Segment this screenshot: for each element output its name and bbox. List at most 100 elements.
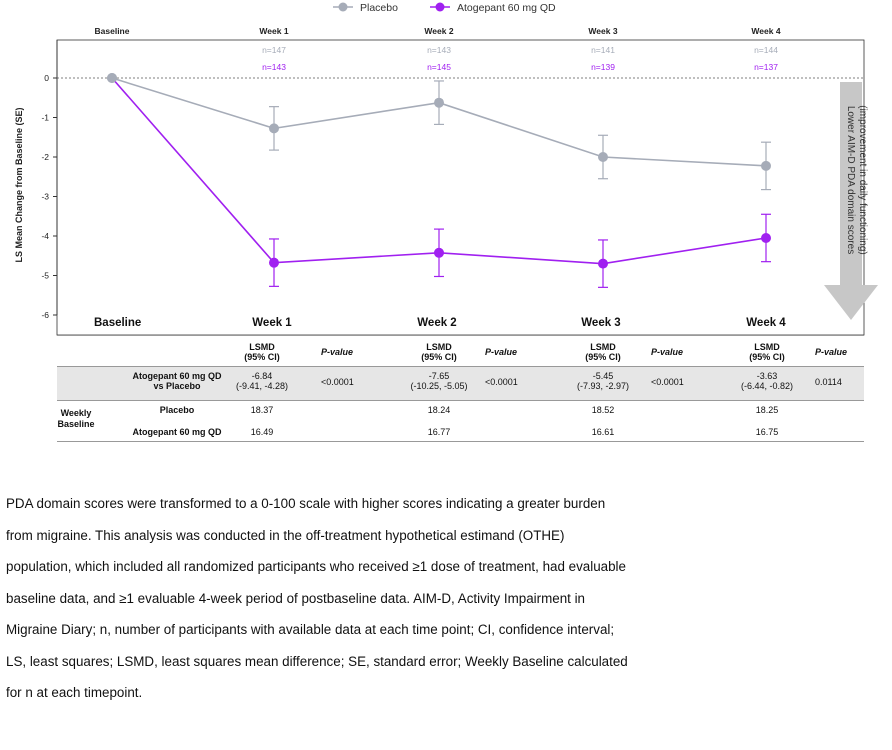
figure-caption: PDA domain scores were transformed to a … [6,488,866,709]
table-header-week3: Week 3 [581,317,621,329]
improvement-arrow-shape [824,82,878,320]
caption-line-7: for n at each timepoint. [6,685,143,700]
lsmd-header-w4-l1: LSMD [754,342,780,352]
lsmd-w2-value: -7.65 [428,371,450,381]
lsmd-header-w2-l1: LSMD [426,342,452,352]
lsmd-w3: -5.45 (-7.93, -2.97) [569,371,637,391]
arrow-annotation-line2: (improvement in daily functioning) [857,105,868,255]
n-label-s0-3: n=141 [591,45,615,55]
lsmd-header-w2: LSMD (95% CI) [409,342,469,362]
atogepant-baseline-w4: 16.75 [755,427,779,437]
y-tick-label-0: 0 [44,73,49,83]
table-divider-top [57,335,864,336]
lsmd-header-w3-l2: (95% CI) [585,352,621,362]
lsmd-header-w1: LSMD (95% CI) [232,342,292,362]
caption-line-4: baseline data, and ≥1 evaluable 4-week p… [6,590,586,606]
placebo-baseline-w3: 18.52 [591,405,615,415]
n-label-s0-2: n=143 [427,45,451,55]
n-label-s0-1: n=147 [262,45,286,55]
caption-line-2: from migraine. This analysis was conduct… [6,527,565,543]
n-label-s1-2: n=145 [427,62,451,72]
weekly-baseline-label: Weekly Baseline [46,408,106,430]
lsmd-w1-ci: (-9.41, -4.28) [235,381,289,391]
table-divider-shade-top [57,366,864,367]
lsmd-header-w4: LSMD (95% CI) [737,342,797,362]
timepoint-label-0: Baseline [95,26,130,36]
series-layer [107,73,771,288]
table-header-baseline: Baseline [94,317,142,329]
lsmd-w1-value: -6.84 [251,371,273,381]
y-tick-label-1: -1 [41,113,49,123]
plot-frame [56,39,865,336]
lsmd-w4: -3.63 (-6.44, -0.82) [733,371,801,391]
table-header-week2: Week 2 [417,317,457,329]
lsmd-w3-value: -5.45 [592,371,614,381]
atogepant-baseline-w3: 16.61 [591,427,615,437]
pvalue-w2: <0.0001 [485,377,518,387]
caption-line-1: PDA domain scores were transformed to a … [6,496,606,511]
lsmd-header-w1-l1: LSMD [249,342,275,352]
lsmd-w4-ci: (-6.44, -0.82) [740,381,794,391]
point-s0-3 [598,152,608,162]
pvalue-header-w4: P-value [815,347,848,357]
lsmd-header-w4-l2: (95% CI) [749,352,785,362]
n-label-s1-4: n=137 [754,62,778,72]
point-s1-0 [107,73,117,83]
n-label-s1-1: n=143 [262,62,286,72]
point-s1-2 [434,247,444,258]
table-divider-shade-bottom [57,400,864,401]
y-tick-label-3: -3 [41,192,49,202]
lsmd-w4-value: -3.63 [756,371,778,381]
lsmd-w3-ci: (-7.93, -2.97) [576,381,630,391]
atogepant-baseline-w2: 16.77 [427,427,451,437]
point-s1-4 [761,232,771,243]
lsmd-header-w3-l1: LSMD [590,342,616,352]
n-labels: n=147 n=143 n=141 n=144 n=143 n=145 n=139 n=137 [262,45,778,72]
weekly-baseline-label-l1: Weekly [60,408,92,418]
n-label-s1-3: n=139 [591,62,615,72]
pvalue-w1: <0.0001 [321,377,354,387]
lsmd-w2-ci: (-10.25, -5.05) [410,381,468,391]
y-axis-label: LS Mean Change from Baseline (SE) [14,107,24,262]
pvalue-w3: <0.0001 [651,377,684,387]
line-chart: 0 -1 -2 -3 -4 -5 -6 Baseline Week 1 Week 2 Week 3… [14,2,878,336]
weekly-baseline-label-l2: Baseline [57,419,95,429]
point-s0-1 [269,123,279,134]
comparison-row-label: Atogepant 60 mg QD vs Placebo [112,371,242,391]
lsmd-header-w2-l2: (95% CI) [421,352,457,362]
comparison-row-label-l2: vs Placebo [153,381,201,391]
lsmd-w1: -6.84 (-9.41, -4.28) [228,371,296,391]
table-divider-bottom [57,441,864,442]
caption-line-5: Migraine Diary; n, number of participant… [6,622,615,637]
y-tick-label-5: -5 [41,271,49,281]
legend: Placebo Atogepant 60 mg QD [333,2,556,14]
placebo-baseline-w2: 18.24 [427,405,451,415]
legend-atogepant-marker [435,2,445,12]
legend-placebo-label: Placebo [360,2,398,14]
legend-placebo-marker [338,2,348,12]
pvalue-header-w2: P-value [485,347,518,357]
placebo-baseline-w4: 18.25 [755,405,779,415]
placebo-row-label: Placebo [159,405,195,415]
legend-atogepant-label: Atogepant 60 mg QD [457,2,556,14]
caption-line-6: LS, least squares; LSMD, least squares m… [6,653,628,669]
caption-line-3: population, which included all randomize… [6,559,626,574]
n-label-s0-4: n=144 [754,45,778,55]
pvalue-header-w1: P-value [321,347,354,357]
comparison-row-shade [57,366,864,400]
point-s1-3 [598,258,608,269]
timepoint-label-4: Week 4 [751,26,780,36]
y-tick-label-6: -6 [41,310,49,320]
timepoint-label-1: Week 1 [259,26,288,36]
placebo-baseline-w1: 18.37 [250,405,274,415]
atogepant-baseline-w1: 16.49 [250,427,274,437]
y-ticks: 0 -1 -2 -3 -4 -5 -6 [41,73,57,320]
timepoint-labels: Baseline Week 1 Week 2 Week 3 Week 4 [95,26,781,36]
lsmd-w2: -7.65 (-10.25, -5.05) [403,371,475,391]
y-tick-label-4: -4 [41,231,49,241]
timepoint-label-3: Week 3 [588,26,617,36]
table-header-week4: Week 4 [746,317,786,329]
arrow-annotation-line1: Lower AIM-D PDA domain scores [845,106,856,254]
point-s1-1 [269,257,279,268]
improvement-arrow: Lower AIM-D PDA domain scores (improveme… [824,82,878,320]
